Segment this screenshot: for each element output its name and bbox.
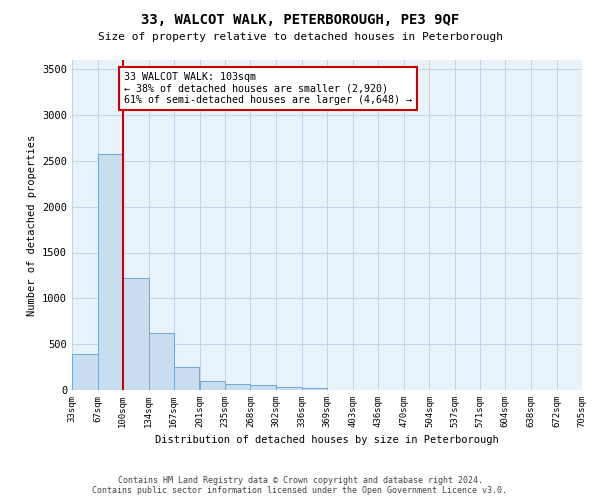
Bar [149, 333, 173, 390]
Bar [302, 388, 327, 390]
Bar [123, 278, 149, 390]
Text: 33, WALCOT WALK, PETERBOROUGH, PE3 9QF: 33, WALCOT WALK, PETERBOROUGH, PE3 9QF [141, 12, 459, 26]
X-axis label: Distribution of detached houses by size in Peterborough: Distribution of detached houses by size … [155, 436, 499, 446]
Text: Size of property relative to detached houses in Peterborough: Size of property relative to detached ho… [97, 32, 503, 42]
Bar [276, 386, 302, 390]
Bar [173, 367, 199, 390]
Bar [199, 381, 226, 390]
Y-axis label: Number of detached properties: Number of detached properties [26, 134, 37, 316]
Text: Contains HM Land Registry data © Crown copyright and database right 2024.
Contai: Contains HM Land Registry data © Crown c… [92, 476, 508, 495]
Bar [226, 384, 250, 390]
Bar [72, 354, 98, 390]
Bar [98, 154, 123, 390]
Text: 33 WALCOT WALK: 103sqm
← 38% of detached houses are smaller (2,920)
61% of semi-: 33 WALCOT WALK: 103sqm ← 38% of detached… [124, 72, 412, 105]
Bar [250, 384, 276, 390]
